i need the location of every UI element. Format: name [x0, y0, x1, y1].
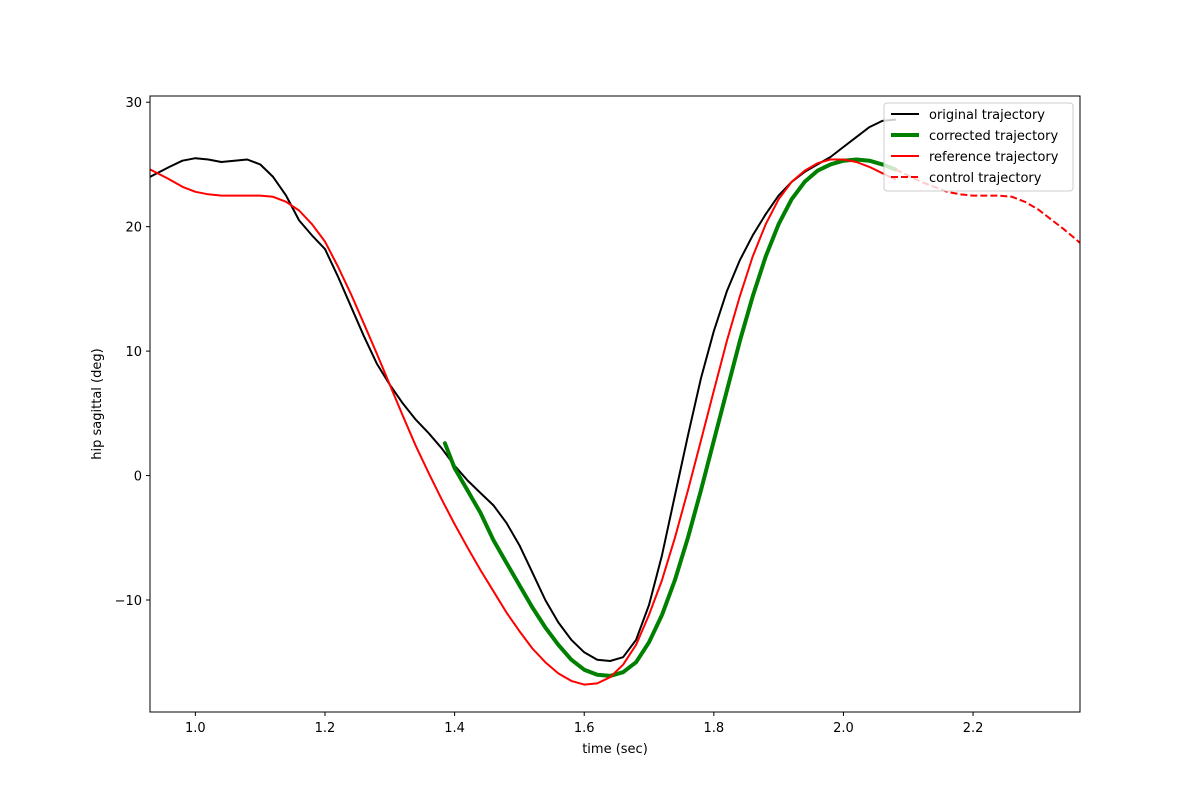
legend-label-original-trajectory: original trajectory: [929, 108, 1045, 123]
x-tick-label: 1.2: [315, 721, 336, 736]
legend-label-corrected-trajectory: corrected trajectory: [929, 129, 1058, 144]
series-line-original-trajectory: [150, 118, 897, 662]
legend-entries: original trajectory corrected trajectory r…: [891, 108, 1059, 186]
x-tick-label: 1.8: [703, 721, 724, 736]
x-tick-label: 1.4: [444, 721, 465, 736]
series-line-corrected-trajectory: [442, 157, 898, 678]
plot-layer: [150, 118, 1080, 686]
y-tick-label: 0: [134, 470, 142, 485]
y-tick-label: 20: [125, 221, 142, 236]
y-tick-label: 10: [125, 345, 142, 360]
plot-frame: [149, 95, 1081, 713]
x-tick-label: 1.0: [185, 721, 206, 736]
x-tick-label: 2.0: [833, 721, 854, 736]
legend-label-reference-trajectory: reference trajectory: [929, 150, 1059, 165]
x-axis-ticks: 1.0 1.2 1.4 1.6 1.8 2.0 2.2: [185, 712, 983, 736]
x-axis-label: time (sec): [582, 742, 648, 757]
legend-label-control-trajectory: control trajectory: [929, 171, 1042, 186]
y-axis-label: hip sagittal (deg): [90, 348, 105, 459]
y-axis-ticks: −10 0 10 20 30: [115, 96, 150, 609]
y-tick-label: 30: [125, 96, 142, 111]
series-line-reference-trajectory: [150, 158, 897, 686]
x-tick-label: 2.2: [963, 721, 984, 736]
y-tick-label: −10: [115, 594, 142, 609]
x-tick-label: 1.6: [574, 721, 595, 736]
legend-box: [883, 102, 1074, 192]
legend: original trajectory corrected trajectory r…: [883, 102, 1074, 192]
